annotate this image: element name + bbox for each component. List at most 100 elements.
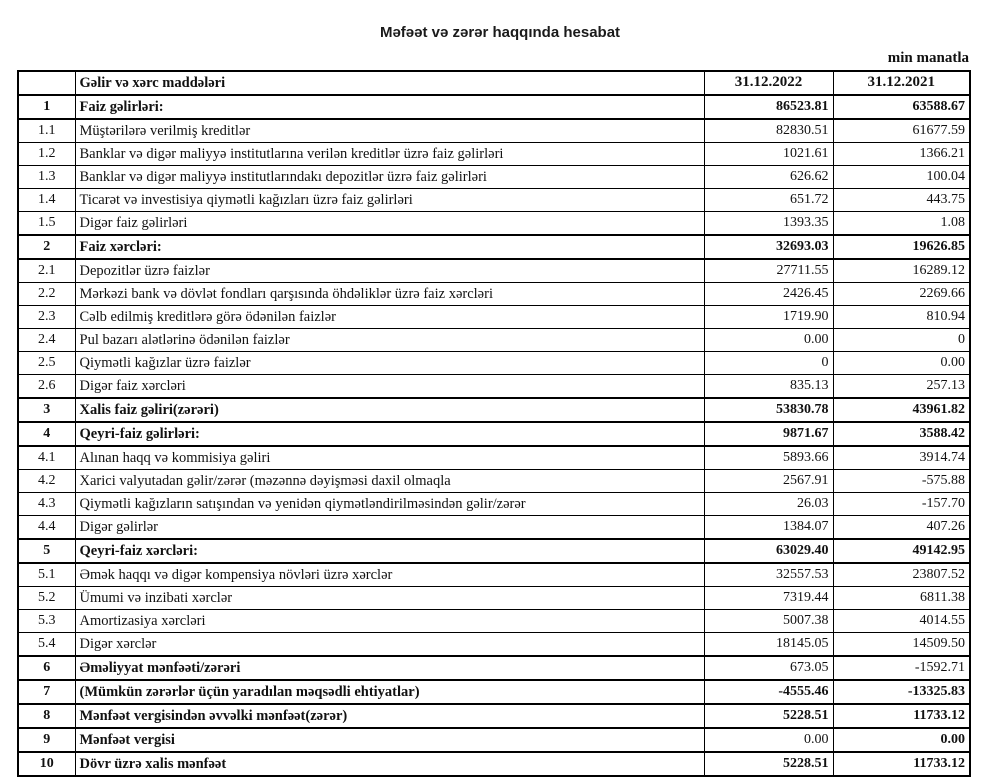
- value-2021-cell: -1592.71: [832, 655, 971, 681]
- header-date-2022: 31.12.2022: [703, 70, 834, 96]
- row-number-cell: 10: [17, 751, 76, 777]
- value-2022-cell: 5007.38: [703, 609, 834, 633]
- value-2022-cell: 9871.67: [703, 421, 834, 447]
- value-2021-cell: 6811.38: [832, 586, 971, 610]
- header-number-cell: [17, 70, 76, 96]
- table-row: 1.3 Banklar və digər maliyyə institutları…: [17, 165, 971, 189]
- row-label-cell: Dövr üzrə xalis mənfəət: [74, 751, 705, 777]
- table-row: 4 Qeyri-faiz gəlirləri: 9871.67 3588.42: [17, 421, 971, 447]
- table-row: 1.5 Digər faiz gəlirləri 1393.35 1.08: [17, 211, 971, 236]
- row-label-cell: Əmək haqqı və digər kompensiya növləri ü…: [74, 562, 705, 587]
- row-number-cell: 5.3: [17, 609, 76, 633]
- value-2021-cell: 1366.21: [832, 142, 971, 166]
- value-2022-cell: 18145.05: [703, 632, 834, 657]
- table-row: 4.1 Alınan haqq və kommisiya gəliri 5893.6…: [17, 445, 971, 470]
- row-number-cell: 2.6: [17, 374, 76, 399]
- value-2021-cell: 14509.50: [832, 632, 971, 657]
- value-2021-cell: 3914.74: [832, 445, 971, 470]
- table-row: 1 Faiz gəlirləri: 86523.81 63588.67: [17, 94, 971, 120]
- row-label-cell: Xalis faiz gəliri(zərəri): [74, 397, 705, 423]
- row-label-cell: Faiz gəlirləri:: [74, 94, 705, 120]
- table-row: 2.5 Qiymətli kağızlar üzrə faizlər 0 0.00: [17, 351, 971, 375]
- value-2021-cell: 3588.42: [832, 421, 971, 447]
- value-2022-cell: 1021.61: [703, 142, 834, 166]
- row-number-cell: 8: [17, 703, 76, 729]
- value-2021-cell: 43961.82: [832, 397, 971, 423]
- table-row: 2 Faiz xərcləri: 32693.03 19626.85: [17, 234, 971, 260]
- row-number-cell: 2.4: [17, 328, 76, 352]
- table-row: 5.4 Digər xərclər 18145.05 14509.50: [17, 632, 971, 657]
- value-2022-cell: 2426.45: [703, 282, 834, 306]
- row-label-cell: Cəlb edilmiş kreditlərə görə ödənilən fa…: [74, 305, 705, 329]
- table-header-row: Gəlir və xərc maddələri 31.12.2022 31.12…: [17, 70, 971, 96]
- table-row: 1.2 Banklar və digər maliyyə institutları…: [17, 142, 971, 166]
- row-label-cell: Pul bazarı alətlərinə ödənilən faizlər: [74, 328, 705, 352]
- value-2022-cell: 63029.40: [703, 538, 834, 564]
- row-label-cell: Əməliyyat mənfəəti/zərəri: [74, 655, 705, 681]
- row-number-cell: 4.4: [17, 515, 76, 540]
- value-2021-cell: 11733.12: [832, 703, 971, 729]
- table-row: 4.3 Qiymətli kağızların satışından və yen…: [17, 492, 971, 516]
- value-2022-cell: 32557.53: [703, 562, 834, 587]
- table-row: 2.2 Mərkəzi bank və dövlət fondları qarşı…: [17, 282, 971, 306]
- value-2022-cell: 5228.51: [703, 751, 834, 777]
- value-2022-cell: 0: [703, 351, 834, 375]
- value-2021-cell: 11733.12: [832, 751, 971, 777]
- table-row: 7 (Mümkün zərərlər üçün yaradılan məqsədl…: [17, 679, 971, 705]
- value-2021-cell: -575.88: [832, 469, 971, 493]
- row-label-cell: Qiymətli kağızların satışından və yenidə…: [74, 492, 705, 516]
- value-2022-cell: 53830.78: [703, 397, 834, 423]
- value-2022-cell: 7319.44: [703, 586, 834, 610]
- row-number-cell: 2.3: [17, 305, 76, 329]
- value-2021-cell: 0.00: [832, 351, 971, 375]
- row-label-cell: Banklar və digər maliyyə institutlarında…: [74, 165, 705, 189]
- row-number-cell: 5: [17, 538, 76, 564]
- value-2021-cell: 443.75: [832, 188, 971, 212]
- row-label-cell: Mənfəət vergisi: [74, 727, 705, 753]
- row-number-cell: 9: [17, 727, 76, 753]
- value-2021-cell: 810.94: [832, 305, 971, 329]
- row-number-cell: 1.1: [17, 118, 76, 143]
- row-label-cell: Banklar və digər maliyyə institutlarına …: [74, 142, 705, 166]
- table-row: 5.1 Əmək haqqı və digər kompensiya növlər…: [17, 562, 971, 587]
- row-label-cell: Amortizasiya xərcləri: [74, 609, 705, 633]
- value-2021-cell: 19626.85: [832, 234, 971, 260]
- row-number-cell: 2.1: [17, 258, 76, 283]
- value-2022-cell: 26.03: [703, 492, 834, 516]
- table-row: 2.4 Pul bazarı alətlərinə ödənilən faizlə…: [17, 328, 971, 352]
- value-2022-cell: 2567.91: [703, 469, 834, 493]
- value-2022-cell: 1384.07: [703, 515, 834, 540]
- row-number-cell: 6: [17, 655, 76, 681]
- table-row: 1.4 Ticarət və investisiya qiymətli kağız…: [17, 188, 971, 212]
- row-number-cell: 2: [17, 234, 76, 260]
- row-label-cell: Digər faiz xərcləri: [74, 374, 705, 399]
- row-number-cell: 4.1: [17, 445, 76, 470]
- value-2021-cell: 0.00: [832, 727, 971, 753]
- value-2022-cell: 1393.35: [703, 211, 834, 236]
- value-2022-cell: 0.00: [703, 727, 834, 753]
- value-2022-cell: 651.72: [703, 188, 834, 212]
- unit-note: min manatla: [887, 50, 969, 66]
- value-2022-cell: 82830.51: [703, 118, 834, 143]
- row-number-cell: 5.4: [17, 632, 76, 657]
- value-2021-cell: 63588.67: [832, 94, 971, 120]
- value-2021-cell: 4014.55: [832, 609, 971, 633]
- row-label-cell: Digər gəlirlər: [74, 515, 705, 540]
- row-label-cell: Xarici valyutadan gəlir/zərər (məzənnə d…: [74, 469, 705, 493]
- value-2021-cell: 100.04: [832, 165, 971, 189]
- row-number-cell: 2.5: [17, 351, 76, 375]
- value-2021-cell: -157.70: [832, 492, 971, 516]
- value-2022-cell: 5228.51: [703, 703, 834, 729]
- row-label-cell: Mənfəət vergisindən əvvəlki mənfəət(zərə…: [74, 703, 705, 729]
- value-2022-cell: 86523.81: [703, 94, 834, 120]
- table-body: 1 Faiz gəlirləri: 86523.81 63588.67 1.1 Müştə…: [17, 94, 971, 777]
- value-2021-cell: 23807.52: [832, 562, 971, 587]
- row-label-cell: Digər faiz gəlirləri: [74, 211, 705, 236]
- table-row: 3 Xalis faiz gəliri(zərəri) 53830.78 43961.…: [17, 397, 971, 423]
- value-2021-cell: 16289.12: [832, 258, 971, 283]
- table-row: 5 Qeyri-faiz xərcləri: 63029.40 49142.95: [17, 538, 971, 564]
- row-number-cell: 4: [17, 421, 76, 447]
- value-2022-cell: 673.05: [703, 655, 834, 681]
- row-label-cell: Qeyri-faiz gəlirləri:: [74, 421, 705, 447]
